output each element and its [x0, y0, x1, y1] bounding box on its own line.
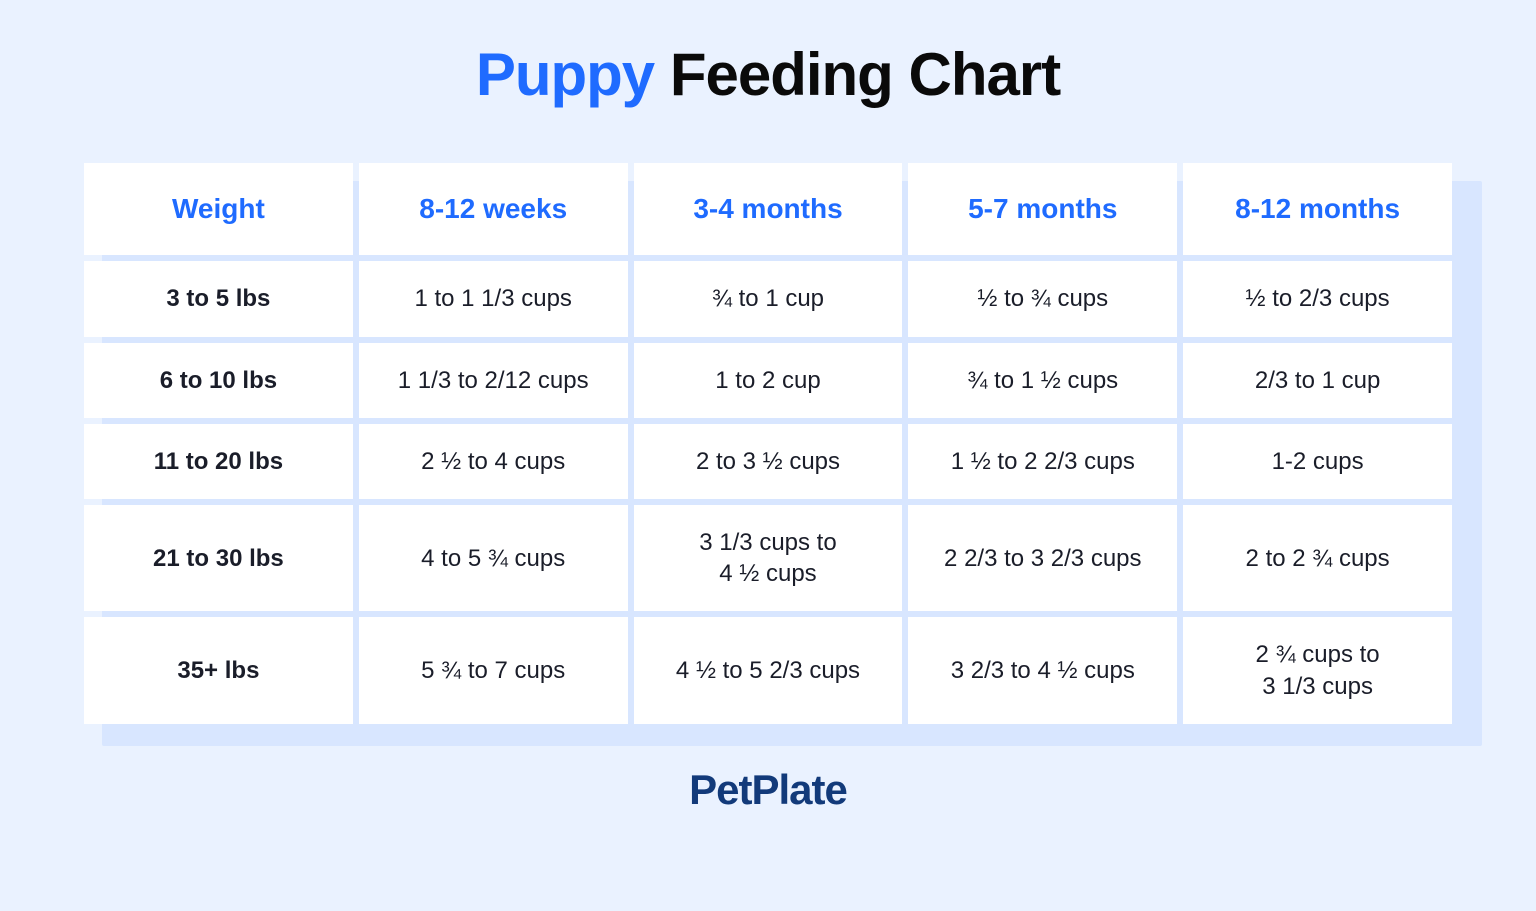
data-cell: ¾ to 1 ½ cups — [908, 343, 1177, 418]
data-cell: 1 ½ to 2 2/3 cups — [908, 424, 1177, 499]
table-row: 21 to 30 lbs 4 to 5 ¾ cups 3 1/3 cups to… — [84, 505, 1452, 611]
col-8-12m: 8-12 months — [1183, 163, 1452, 255]
data-cell: 3 1/3 cups to4 ½ cups — [634, 505, 903, 611]
data-cell: 5 ¾ to 7 cups — [359, 617, 628, 723]
data-cell: 1-2 cups — [1183, 424, 1452, 499]
chart-canvas: Puppy Feeding Chart Weight 8-12 weeks 3-… — [0, 0, 1536, 911]
feeding-table: Weight 8-12 weeks 3-4 months 5-7 months … — [78, 157, 1458, 730]
data-cell: 3 2/3 to 4 ½ cups — [908, 617, 1177, 723]
col-8-12w: 8-12 weeks — [359, 163, 628, 255]
table-row: 35+ lbs 5 ¾ to 7 cups 4 ½ to 5 2/3 cups … — [84, 617, 1452, 723]
table-wrap: Weight 8-12 weeks 3-4 months 5-7 months … — [78, 157, 1458, 730]
weight-cell: 3 to 5 lbs — [84, 261, 353, 336]
table-row: 6 to 10 lbs 1 1/3 to 2/12 cups 1 to 2 cu… — [84, 343, 1452, 418]
data-cell: ½ to ¾ cups — [908, 261, 1177, 336]
data-cell: 1 1/3 to 2/12 cups — [359, 343, 628, 418]
col-weight: Weight — [84, 163, 353, 255]
data-cell: 1 to 1 1/3 cups — [359, 261, 628, 336]
weight-cell: 11 to 20 lbs — [84, 424, 353, 499]
table-row: 3 to 5 lbs 1 to 1 1/3 cups ¾ to 1 cup ½ … — [84, 261, 1452, 336]
data-cell: 2 ¾ cups to3 1/3 cups — [1183, 617, 1452, 723]
data-cell: ½ to 2/3 cups — [1183, 261, 1452, 336]
page-title: Puppy Feeding Chart — [476, 40, 1060, 109]
table-header-row: Weight 8-12 weeks 3-4 months 5-7 months … — [84, 163, 1452, 255]
data-cell: ¾ to 1 cup — [634, 261, 903, 336]
weight-cell: 35+ lbs — [84, 617, 353, 723]
data-cell: 4 to 5 ¾ cups — [359, 505, 628, 611]
col-3-4m: 3-4 months — [634, 163, 903, 255]
data-cell: 4 ½ to 5 2/3 cups — [634, 617, 903, 723]
data-cell: 2 to 3 ½ cups — [634, 424, 903, 499]
brand-logo: PetPlate — [689, 766, 847, 814]
title-rest: Feeding Chart — [654, 41, 1060, 108]
title-accent: Puppy — [476, 41, 654, 108]
table-row: 11 to 20 lbs 2 ½ to 4 cups 2 to 3 ½ cups… — [84, 424, 1452, 499]
data-cell: 2/3 to 1 cup — [1183, 343, 1452, 418]
weight-cell: 6 to 10 lbs — [84, 343, 353, 418]
weight-cell: 21 to 30 lbs — [84, 505, 353, 611]
data-cell: 1 to 2 cup — [634, 343, 903, 418]
data-cell: 2 to 2 ¾ cups — [1183, 505, 1452, 611]
data-cell: 2 2/3 to 3 2/3 cups — [908, 505, 1177, 611]
data-cell: 2 ½ to 4 cups — [359, 424, 628, 499]
col-5-7m: 5-7 months — [908, 163, 1177, 255]
